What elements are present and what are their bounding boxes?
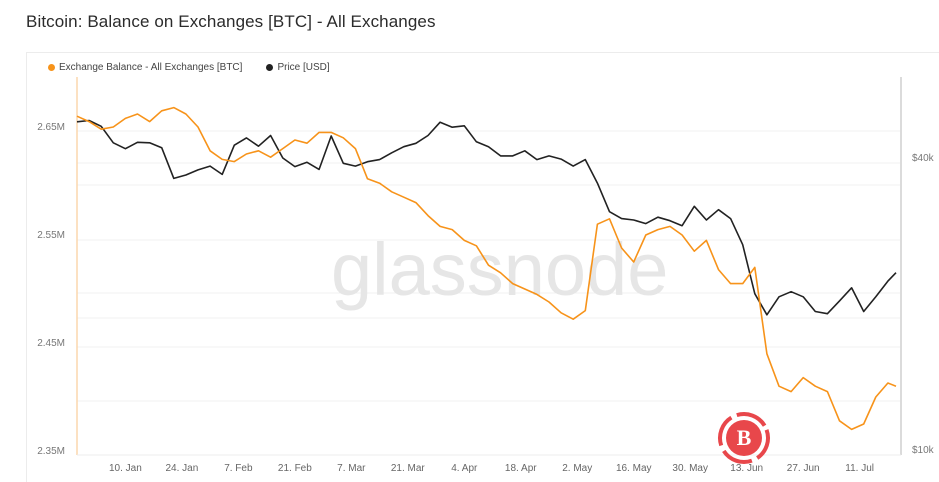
right-axis-ticks: $40k $10k xyxy=(912,153,935,456)
legend-label-price: Price [USD] xyxy=(277,62,330,73)
legend-item-balance[interactable]: Exchange Balance - All Exchanges [BTC] xyxy=(48,62,242,73)
svg-text:24. Jan: 24. Jan xyxy=(165,463,198,474)
svg-text:10. Jan: 10. Jan xyxy=(109,463,142,474)
svg-text:$40k: $40k xyxy=(912,153,935,164)
left-axis-ticks: 2.65M 2.55M 2.45M 2.35M xyxy=(37,122,65,457)
svg-text:16. May: 16. May xyxy=(616,463,652,474)
chart-title: Bitcoin: Balance on Exchanges [BTC] - Al… xyxy=(26,12,436,31)
balance-line[interactable] xyxy=(76,106,897,431)
svg-text:27. Jun: 27. Jun xyxy=(787,463,820,474)
svg-text:21. Mar: 21. Mar xyxy=(391,463,426,474)
legend-dot-orange-icon xyxy=(48,64,55,71)
svg-text:11. Jul: 11. Jul xyxy=(845,463,874,474)
svg-text:2.45M: 2.45M xyxy=(37,338,65,349)
legend-dot-black-icon xyxy=(266,64,274,71)
legend-label-balance: Exchange Balance - All Exchanges [BTC] xyxy=(59,62,243,73)
svg-text:B: B xyxy=(737,425,752,450)
svg-text:4. Apr: 4. Apr xyxy=(451,463,478,474)
chart-legend: Exchange Balance - All Exchanges [BTC] P… xyxy=(48,62,330,73)
svg-text:7. Mar: 7. Mar xyxy=(337,463,366,474)
svg-text:$10k: $10k xyxy=(912,445,935,456)
svg-text:18. Apr: 18. Apr xyxy=(505,463,537,474)
legend-item-price[interactable]: Price [USD] xyxy=(266,62,330,73)
svg-text:7. Feb: 7. Feb xyxy=(224,463,253,474)
x-axis-ticks: 10. Jan 24. Jan 7. Feb 21. Feb 7. Mar 21. Mar… xyxy=(109,463,874,474)
svg-text:2.35M: 2.35M xyxy=(37,446,65,457)
svg-text:2. May: 2. May xyxy=(562,463,592,474)
svg-text:2.55M: 2.55M xyxy=(37,230,65,241)
svg-text:21. Feb: 21. Feb xyxy=(278,463,312,474)
svg-text:2.65M: 2.65M xyxy=(37,122,65,133)
watermark: glassnode xyxy=(331,228,668,311)
svg-text:13. Jun: 13. Jun xyxy=(730,463,763,474)
svg-text:30. May: 30. May xyxy=(672,463,708,474)
grid-lines xyxy=(77,130,900,402)
bitcoin-badge-icon: B xyxy=(718,412,770,464)
price-line[interactable] xyxy=(76,119,897,316)
chart-panel xyxy=(26,52,939,482)
